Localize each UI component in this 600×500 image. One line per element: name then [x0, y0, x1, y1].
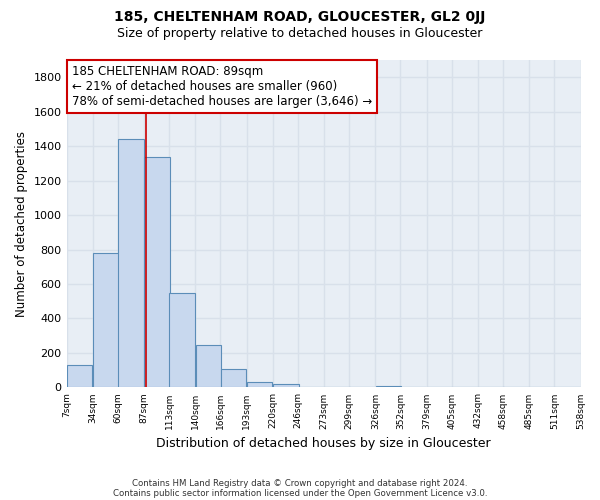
Text: 185, CHELTENHAM ROAD, GLOUCESTER, GL2 0JJ: 185, CHELTENHAM ROAD, GLOUCESTER, GL2 0J…	[115, 10, 485, 24]
Text: Contains HM Land Registry data © Crown copyright and database right 2024.: Contains HM Land Registry data © Crown c…	[132, 478, 468, 488]
Text: Contains public sector information licensed under the Open Government Licence v3: Contains public sector information licen…	[113, 488, 487, 498]
Bar	[273, 384, 299, 388]
Bar	[376, 386, 401, 388]
Bar	[67, 365, 92, 388]
Bar	[118, 140, 144, 388]
Text: Size of property relative to detached houses in Gloucester: Size of property relative to detached ho…	[118, 28, 482, 40]
Bar	[169, 292, 195, 388]
Bar	[221, 370, 247, 388]
Bar	[247, 382, 272, 388]
Y-axis label: Number of detached properties: Number of detached properties	[15, 130, 28, 316]
Text: 185 CHELTENHAM ROAD: 89sqm
← 21% of detached houses are smaller (960)
78% of sem: 185 CHELTENHAM ROAD: 89sqm ← 21% of deta…	[71, 65, 372, 108]
X-axis label: Distribution of detached houses by size in Gloucester: Distribution of detached houses by size …	[156, 437, 491, 450]
Bar	[93, 253, 119, 388]
Bar	[144, 156, 170, 388]
Bar	[196, 345, 221, 388]
